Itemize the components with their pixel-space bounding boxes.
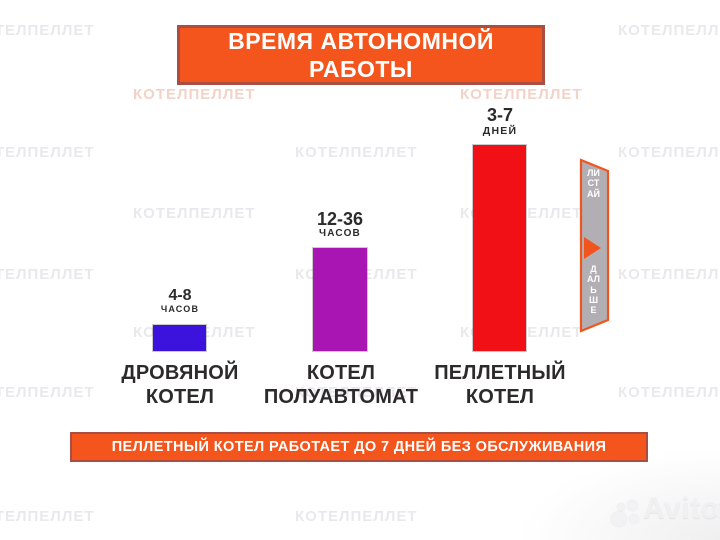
watermark-text: КОТЕЛПЕЛЛЕТ — [618, 22, 720, 39]
bar-wood-boiler — [153, 325, 206, 351]
watermark-text: КОТЕЛПЕЛЛЕТ — [133, 205, 256, 222]
avito-logo: Avito — [583, 484, 720, 540]
bar3-value-label: 3-7 — [486, 105, 513, 125]
avito-dot-icon — [611, 511, 627, 527]
watermark-text: КОТЕЛПЕЛЛЕТ — [0, 266, 95, 283]
bar2-unit-label: ЧАСОВ — [319, 228, 361, 239]
bar2-category-line2: ПОЛУАВТОМАТ — [263, 386, 419, 408]
bar1-value-label: 4-8 — [168, 287, 192, 304]
bar2-category-line1: КОТЕЛ — [306, 362, 376, 384]
chart-title-banner: ВРЕМЯ АВТОНОМНОЙ РАБОТЫ — [177, 25, 545, 85]
bar3-unit-label: ДНЕЙ — [482, 125, 518, 137]
ribbon-text-bottom: ДАЛЬШЕ — [587, 264, 600, 316]
watermark-text: КОТЕЛПЕЛЛЕТ — [0, 144, 95, 161]
next-arrow-icon[interactable] — [584, 237, 601, 259]
watermark-text: КОТЕЛПЕЛЛЕТ — [295, 384, 418, 401]
watermark-text: КОТЕЛПЕЛЛЕТ — [618, 144, 720, 161]
watermark-text: КОТЕЛПЕЛЛЕТ — [460, 86, 583, 103]
bar3-category-line2: КОТЕЛ — [465, 386, 535, 408]
watermark-text: КОТЕЛПЕЛЛЕТ — [295, 144, 418, 161]
chart-title-line2: РАБОТЫ — [309, 56, 413, 82]
avito-dot-icon — [714, 504, 720, 518]
watermark-text: КОТЕЛПЕЛЛЕТ — [295, 508, 418, 525]
footer-banner: ПЕЛЛЕТНЫЙ КОТЕЛ РАБОТАЕТ ДО 7 ДНЕЙ БЕЗ О… — [70, 432, 648, 462]
bar2-value-label: 12-36 — [316, 209, 364, 229]
bar1-category-label: ДРОВЯНОЙ КОТЕЛ — [85, 361, 275, 409]
watermark-text: КОТЕЛПЕЛЛЕТ — [133, 86, 256, 103]
avito-brand-text: Avito — [643, 492, 720, 525]
footer-text: ПЕЛЛЕТНЫЙ КОТЕЛ РАБОТАЕТ ДО 7 ДНЕЙ БЕЗ О… — [111, 439, 607, 455]
watermark-text: КОТЕЛПЕЛЛЕТ — [618, 266, 720, 283]
bar3-category-line1: ПЕЛЛЕТНЫЙ — [434, 362, 566, 384]
bar1-category-line2: КОТЕЛ — [145, 386, 215, 408]
chart-title-line1: ВРЕМЯ АВТОНОМНОЙ — [228, 27, 494, 54]
watermark-text: КОТЕЛПЕЛЛЕТ — [0, 508, 95, 525]
bar3-category-label: ПЕЛЛЕТНЫЙ КОТЕЛ — [405, 361, 595, 409]
bar2-category-label: КОТЕЛ ПОЛУАВТОМАТ — [246, 361, 436, 409]
watermark-text: КОТЕЛПЕЛЛЕТ — [0, 384, 95, 401]
watermark-text: КОТЕЛПЕЛЛЕТ — [0, 22, 95, 39]
avito-dot-icon — [629, 514, 639, 524]
ribbon-text-top: ЛИСТАЙ — [587, 168, 600, 199]
bar1-category-line1: ДРОВЯНОЙ — [121, 362, 239, 384]
bar1-unit-label: ЧАСОВ — [160, 304, 200, 314]
watermark-text: КОТЕЛПЕЛЛЕТ — [618, 384, 720, 401]
avito-dot-icon — [617, 503, 625, 511]
bar-pellet-boiler — [473, 145, 526, 351]
avito-dot-icon — [627, 500, 638, 511]
bar-semiauto-boiler — [313, 248, 367, 351]
